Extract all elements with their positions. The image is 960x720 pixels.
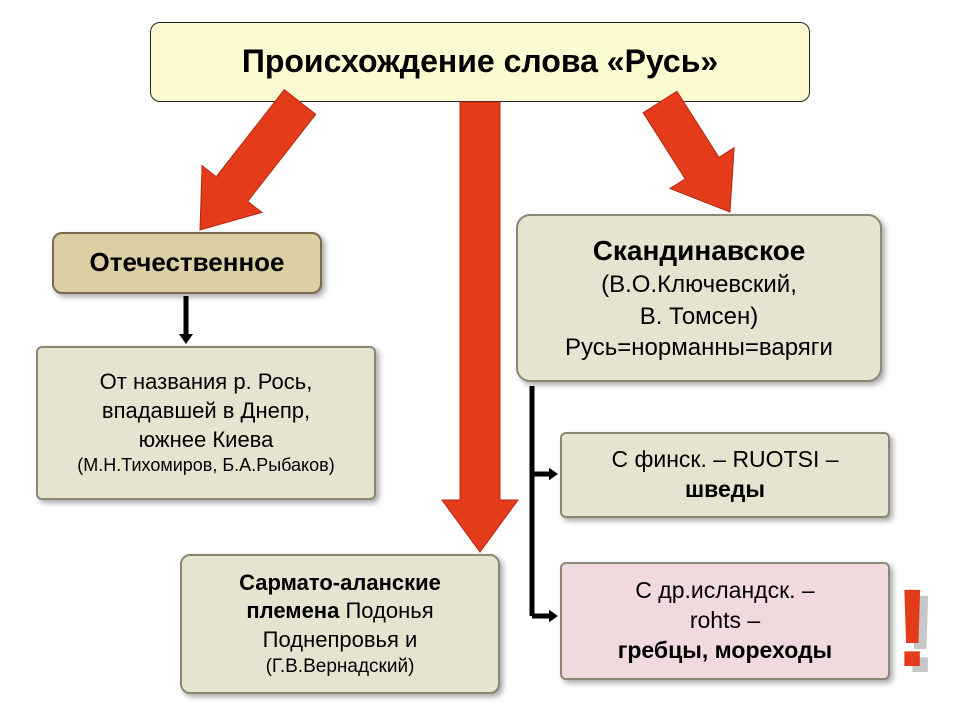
ros-sub: (М.Н.Тихомиров, Б.А.Рыбаков) xyxy=(77,454,334,477)
iceland-line-1: С др.исландск. – xyxy=(635,576,814,606)
scand-title: Скандинавское xyxy=(593,233,806,269)
iceland-line-3: гребцы, мореходы xyxy=(618,636,832,666)
scand-line-3: Русь=норманны=варяги xyxy=(565,332,833,363)
detail-finsk: С финск. – RUOTSI – шведы xyxy=(560,432,890,518)
ros-line-1: От названия р. Рось, xyxy=(100,368,313,397)
finsk-line-2: шведы xyxy=(685,475,765,505)
finsk-line-1: С финск. – RUOTSI – xyxy=(611,445,838,475)
exclaim-mark: ! xyxy=(894,574,931,684)
branch-scandinavian: Скандинавское (В.О.Ключевский, В. Томсен… xyxy=(516,214,882,382)
branch-domestic-label: Отечественное xyxy=(89,246,284,280)
title-box: Происхождение слова «Русь» xyxy=(150,22,810,102)
detail-iceland: С др.исландск. – rohts – гребцы, мореход… xyxy=(560,562,890,680)
detail-ros-river: От названия р. Рось, впадавшей в Днепр, … xyxy=(36,346,376,500)
ros-line-3: южнее Киева xyxy=(139,426,274,455)
scand-line-2: В. Томсен) xyxy=(640,301,759,332)
ros-line-2: впадавшей в Днепр, xyxy=(102,397,310,426)
scand-line-1: (В.О.Ключевский, xyxy=(601,269,797,300)
detail-sarmat: Сармато-аланские племена Подонья Поднепр… xyxy=(180,554,500,694)
title-text: Происхождение слова «Русь» xyxy=(242,41,718,83)
sarmat-sub: (Г.В.Вернадский) xyxy=(266,655,415,680)
branch-domestic: Отечественное xyxy=(52,232,322,294)
iceland-line-2: rohts – xyxy=(690,606,760,636)
sarmat-main: Сармато-аланские племена Подонья Поднепр… xyxy=(196,569,484,655)
